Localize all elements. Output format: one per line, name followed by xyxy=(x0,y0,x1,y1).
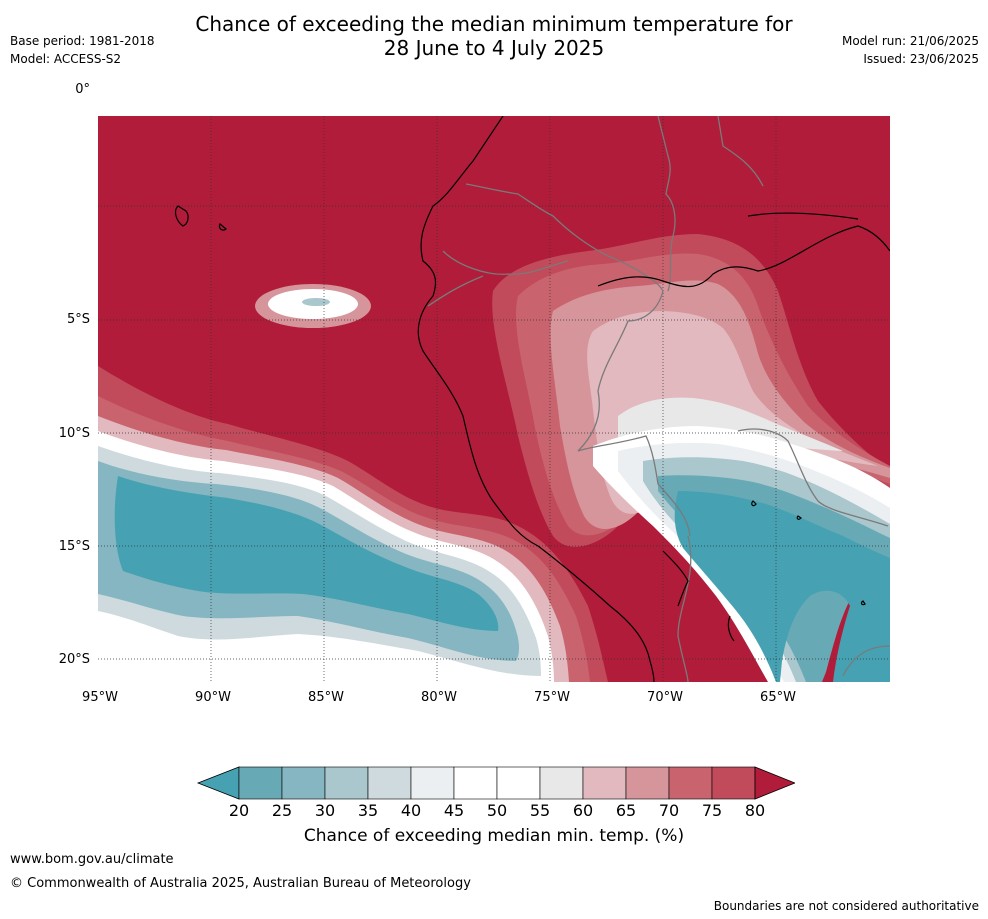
ocean-blob-inner xyxy=(302,298,330,306)
legend-tick-label: 25 xyxy=(271,801,293,820)
lat-label-10s: 10°S xyxy=(58,426,90,441)
model-run: Model run: 21/06/2025 xyxy=(841,34,979,48)
footer-url: www.bom.gov.au/climate xyxy=(10,852,174,867)
legend-tick-label: 65 xyxy=(615,801,637,820)
legend-tick-label: 45 xyxy=(443,801,465,820)
title-line-2: 28 June to 4 July 2025 xyxy=(383,36,605,60)
legend-tick-label: 70 xyxy=(658,801,680,820)
land-band-55 xyxy=(618,397,843,502)
lon-label-70w: 70°W xyxy=(647,690,683,705)
meta-right: Model run: 21/06/2025 Issued: 23/06/2025 xyxy=(842,32,979,68)
meta-left: Base period: 1981-2018 Model: ACCESS-S2 xyxy=(10,32,155,68)
base-period: Base period: 1981-2018 xyxy=(10,34,155,48)
lat-label-0: 0° xyxy=(75,82,90,97)
legend-tick-label: 50 xyxy=(486,801,508,820)
legend-tick-label: 40 xyxy=(400,801,422,820)
page-title: Chance of exceeding the median minimum t… xyxy=(0,12,988,60)
model-name: Model: ACCESS-S2 xyxy=(10,52,122,66)
legend-cell xyxy=(453,766,498,800)
title-line-1: Chance of exceeding the median minimum t… xyxy=(195,12,793,36)
legend-cell xyxy=(281,766,326,800)
lat-label-15s: 15°S xyxy=(58,539,90,554)
forecast-map xyxy=(98,116,890,682)
legend-cell xyxy=(625,766,670,800)
footer-disclaimer: Boundaries are not considered authoritat… xyxy=(713,899,979,913)
legend-cell xyxy=(539,766,584,800)
legend-arrow-high xyxy=(754,766,795,800)
lat-label-5s: 5°S xyxy=(66,312,90,327)
legend-tick-label: 35 xyxy=(357,801,379,820)
legend-arrow-low xyxy=(196,766,240,800)
lon-label-65w: 65°W xyxy=(760,690,796,705)
legend-tick-label: 20 xyxy=(228,801,250,820)
ocean-band-20 xyxy=(114,476,499,631)
legend-colorbar xyxy=(196,766,795,800)
lon-label-85w: 85°W xyxy=(308,690,344,705)
legend-tick-label: 30 xyxy=(314,801,336,820)
country-borders xyxy=(427,116,890,682)
legend-tick-label: 75 xyxy=(701,801,723,820)
lon-label-75w: 75°W xyxy=(534,690,570,705)
issued-date: Issued: 23/06/2025 xyxy=(863,52,979,66)
footer-copyright: © Commonwealth of Australia 2025, Austra… xyxy=(10,876,471,891)
legend-cell xyxy=(582,766,627,800)
land-band-20 xyxy=(674,491,890,682)
legend-cell xyxy=(324,766,369,800)
lon-label-90w: 90°W xyxy=(195,690,231,705)
legend-tick-label: 60 xyxy=(572,801,594,820)
coastlines xyxy=(174,116,890,682)
gridlines xyxy=(98,116,890,682)
legend-cell xyxy=(410,766,455,800)
lat-label-20s: 20°S xyxy=(58,652,90,667)
legend-cell xyxy=(668,766,713,800)
legend-cell xyxy=(238,766,283,800)
lon-label-80w: 80°W xyxy=(421,690,457,705)
legend-title: Chance of exceeding median min. temp. (%… xyxy=(303,826,685,846)
legend-tick-label: 80 xyxy=(744,801,766,820)
legend-cell xyxy=(367,766,412,800)
lon-label-95w: 95°W xyxy=(82,690,118,705)
legend-cell xyxy=(711,766,756,800)
legend-cell xyxy=(496,766,541,800)
legend-tick-label: 55 xyxy=(529,801,551,820)
